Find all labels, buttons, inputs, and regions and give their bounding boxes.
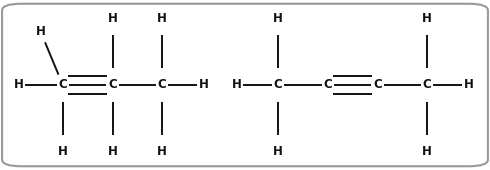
Text: H: H (422, 145, 432, 158)
Text: H: H (273, 12, 283, 25)
FancyBboxPatch shape (2, 4, 488, 166)
Text: C: C (373, 79, 382, 91)
Text: H: H (157, 145, 167, 158)
Text: H: H (464, 79, 473, 91)
Text: H: H (108, 145, 118, 158)
Text: C: C (108, 79, 117, 91)
Text: H: H (108, 12, 118, 25)
Text: H: H (58, 145, 68, 158)
Text: H: H (232, 79, 242, 91)
Text: H: H (157, 12, 167, 25)
Text: H: H (36, 26, 46, 38)
Text: C: C (158, 79, 167, 91)
Text: C: C (58, 79, 67, 91)
Text: H: H (14, 79, 24, 91)
Text: C: C (274, 79, 283, 91)
Text: H: H (198, 79, 209, 91)
Text: H: H (273, 145, 283, 158)
Text: C: C (423, 79, 432, 91)
Text: C: C (323, 79, 332, 91)
Text: H: H (422, 12, 432, 25)
